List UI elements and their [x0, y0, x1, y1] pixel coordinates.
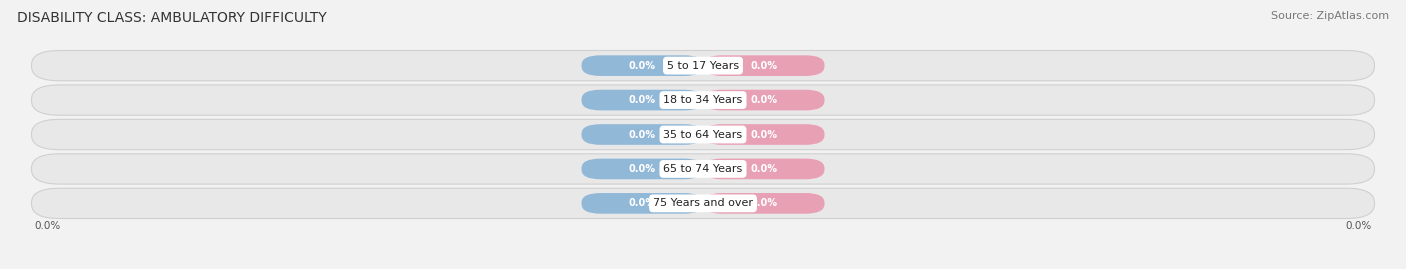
- Text: 18 to 34 Years: 18 to 34 Years: [664, 95, 742, 105]
- FancyBboxPatch shape: [582, 159, 703, 179]
- Text: Source: ZipAtlas.com: Source: ZipAtlas.com: [1271, 11, 1389, 21]
- Text: 0.0%: 0.0%: [35, 221, 60, 231]
- FancyBboxPatch shape: [31, 154, 1375, 184]
- FancyBboxPatch shape: [703, 159, 824, 179]
- Text: 0.0%: 0.0%: [628, 61, 655, 71]
- FancyBboxPatch shape: [582, 193, 703, 214]
- Text: DISABILITY CLASS: AMBULATORY DIFFICULTY: DISABILITY CLASS: AMBULATORY DIFFICULTY: [17, 11, 326, 25]
- Text: 0.0%: 0.0%: [751, 129, 778, 140]
- FancyBboxPatch shape: [31, 119, 1375, 150]
- Text: 0.0%: 0.0%: [628, 129, 655, 140]
- Text: 0.0%: 0.0%: [751, 95, 778, 105]
- Text: 0.0%: 0.0%: [751, 61, 778, 71]
- FancyBboxPatch shape: [703, 55, 824, 76]
- FancyBboxPatch shape: [31, 188, 1375, 218]
- Text: 0.0%: 0.0%: [751, 198, 778, 208]
- FancyBboxPatch shape: [703, 124, 824, 145]
- FancyBboxPatch shape: [582, 124, 703, 145]
- Text: 5 to 17 Years: 5 to 17 Years: [666, 61, 740, 71]
- FancyBboxPatch shape: [703, 90, 824, 110]
- FancyBboxPatch shape: [31, 85, 1375, 115]
- FancyBboxPatch shape: [582, 90, 703, 110]
- Text: 0.0%: 0.0%: [751, 164, 778, 174]
- FancyBboxPatch shape: [703, 193, 824, 214]
- FancyBboxPatch shape: [582, 55, 703, 76]
- FancyBboxPatch shape: [31, 51, 1375, 81]
- Text: 0.0%: 0.0%: [628, 164, 655, 174]
- Text: 0.0%: 0.0%: [628, 95, 655, 105]
- Text: 0.0%: 0.0%: [628, 198, 655, 208]
- Text: 65 to 74 Years: 65 to 74 Years: [664, 164, 742, 174]
- Text: 75 Years and over: 75 Years and over: [652, 198, 754, 208]
- Text: 35 to 64 Years: 35 to 64 Years: [664, 129, 742, 140]
- Text: 0.0%: 0.0%: [1346, 221, 1371, 231]
